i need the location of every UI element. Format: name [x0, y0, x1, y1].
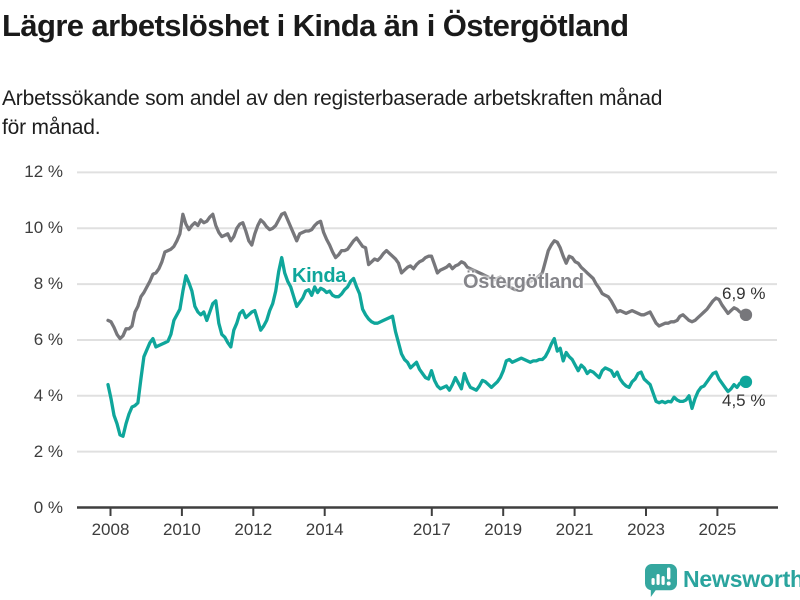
page-title: Lägre arbetslöshet i Kinda än i Östergöt… [2, 8, 629, 43]
newsworthy-logo-text: Newsworthy [683, 566, 800, 592]
x-axis-label: 2019 [484, 520, 523, 539]
x-axis-label: 2017 [412, 520, 451, 539]
series-line-östergötland [106, 211, 748, 341]
subtitle-line-2: för månad. [2, 116, 101, 139]
series-end-dot-östergötland [739, 308, 753, 322]
subtitle-line-1: Arbetssökande som andel av den registerb… [2, 87, 663, 110]
y-axis-label: 2 % [33, 441, 63, 461]
x-axis-label: 2012 [234, 520, 273, 539]
x-axis-label: 2014 [305, 520, 344, 539]
end-value-ostergotland: 6,9 % [722, 284, 766, 303]
y-axis-label: 4 % [33, 385, 63, 405]
x-axis-label: 2021 [555, 520, 594, 539]
x-axis-label: 2010 [162, 520, 201, 539]
y-axis-label: 0 % [33, 497, 63, 517]
y-axis-label: 8 % [33, 274, 63, 294]
series-end-dot-kinda [739, 375, 753, 389]
series-label-kinda: Kinda [292, 265, 347, 287]
chart-subtitle: Arbetssökande som andel av den registerb… [2, 84, 798, 142]
x-axis-label: 2008 [91, 520, 130, 539]
series-line-kinda [106, 255, 748, 438]
newsworthy-branding: Newsworthy [645, 562, 800, 598]
x-axis-label: 2025 [698, 520, 737, 539]
y-axis-label: 12 % [24, 162, 63, 182]
y-axis-label: 10 % [24, 218, 63, 238]
x-axis-label: 2023 [627, 520, 665, 539]
y-axis-label: 6 % [33, 329, 63, 349]
series-label-ostergotland: Östergötland [463, 271, 584, 293]
newsworthy-logo-icon [645, 564, 678, 597]
end-value-kinda: 4,5 % [722, 391, 766, 410]
